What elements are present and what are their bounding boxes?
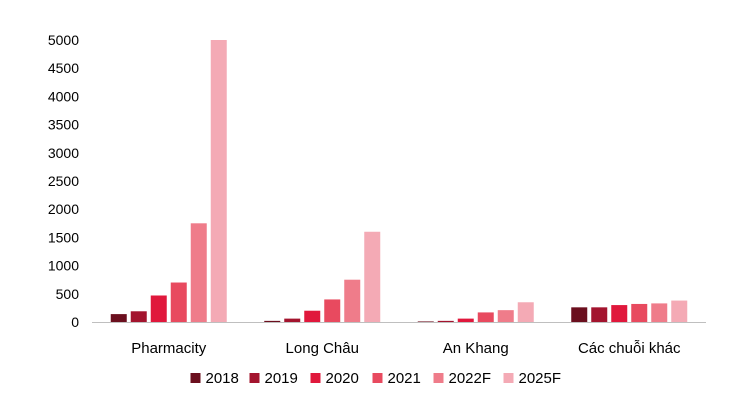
y-tick-label: 2000 [48,201,79,217]
y-tick-label: 1000 [48,258,79,274]
y-tick-label: 3500 [48,117,79,133]
y-tick-label: 2500 [48,173,79,189]
bar-2018-2 [417,321,434,322]
bar-2020-3 [611,305,628,322]
category-label: Long Châu [286,340,359,357]
bars [110,40,688,322]
bar-2021-3 [631,303,648,322]
y-tick-label: 1500 [48,229,79,245]
legend-label: 2018 [206,370,239,387]
legend-label: 2021 [388,370,421,387]
legend-label: 2025F [519,370,562,387]
y-tick-label: 4500 [48,60,79,76]
legend: 2018 2019 2020 2021 2022F 2025F [190,370,562,387]
bar-2018-1 [264,320,281,322]
y-tick-label: 5000 [48,32,79,48]
category-label: An Khang [443,340,509,357]
y-tick-label: 3000 [48,145,79,161]
bar-2025F-3 [671,300,688,322]
bar-2020-1 [304,310,321,322]
category-label: Các chuỗi khác [578,340,681,357]
legend-swatch [372,373,383,383]
bar-2018-3 [571,307,588,322]
bar-2025F-0 [210,40,227,322]
bar-2020-2 [457,318,474,322]
legend-label: 2022F [449,370,492,387]
bar-2021-2 [477,312,494,322]
bar-2019-2 [437,320,454,322]
category-labels: Pharmacity Long Châu An Khang Các chuỗi khá… [131,340,681,357]
y-tick-label: 0 [71,314,79,330]
y-axis-ticks: 0 500 1000 1500 2000 2500 3000 3500 4000 4500 5000 [48,32,79,330]
bar-2021-1 [324,299,341,322]
legend-swatch [249,373,260,383]
bar-2025F-1 [364,231,381,322]
bar-2025F-2 [517,302,534,322]
bar-2019-1 [284,318,301,322]
bar-2019-0 [130,311,147,322]
bar-2022F-3 [651,303,668,322]
legend-label: 2020 [326,370,359,387]
bar-2022F-0 [190,223,207,322]
bar-2022F-2 [497,310,514,322]
bar-2019-3 [591,307,608,322]
bar-2022F-1 [344,279,361,322]
legend-swatch [190,373,201,383]
legend-label: 2019 [265,370,298,387]
bar-2020-0 [150,295,167,322]
y-tick-label: 500 [56,286,80,302]
category-label: Pharmacity [131,340,207,357]
legend-swatch [310,373,321,383]
y-tick-label: 4000 [48,88,79,104]
legend-swatch [503,373,514,383]
bar-2021-0 [170,282,187,322]
bar-2018-0 [110,314,127,322]
legend-swatch [433,373,444,383]
